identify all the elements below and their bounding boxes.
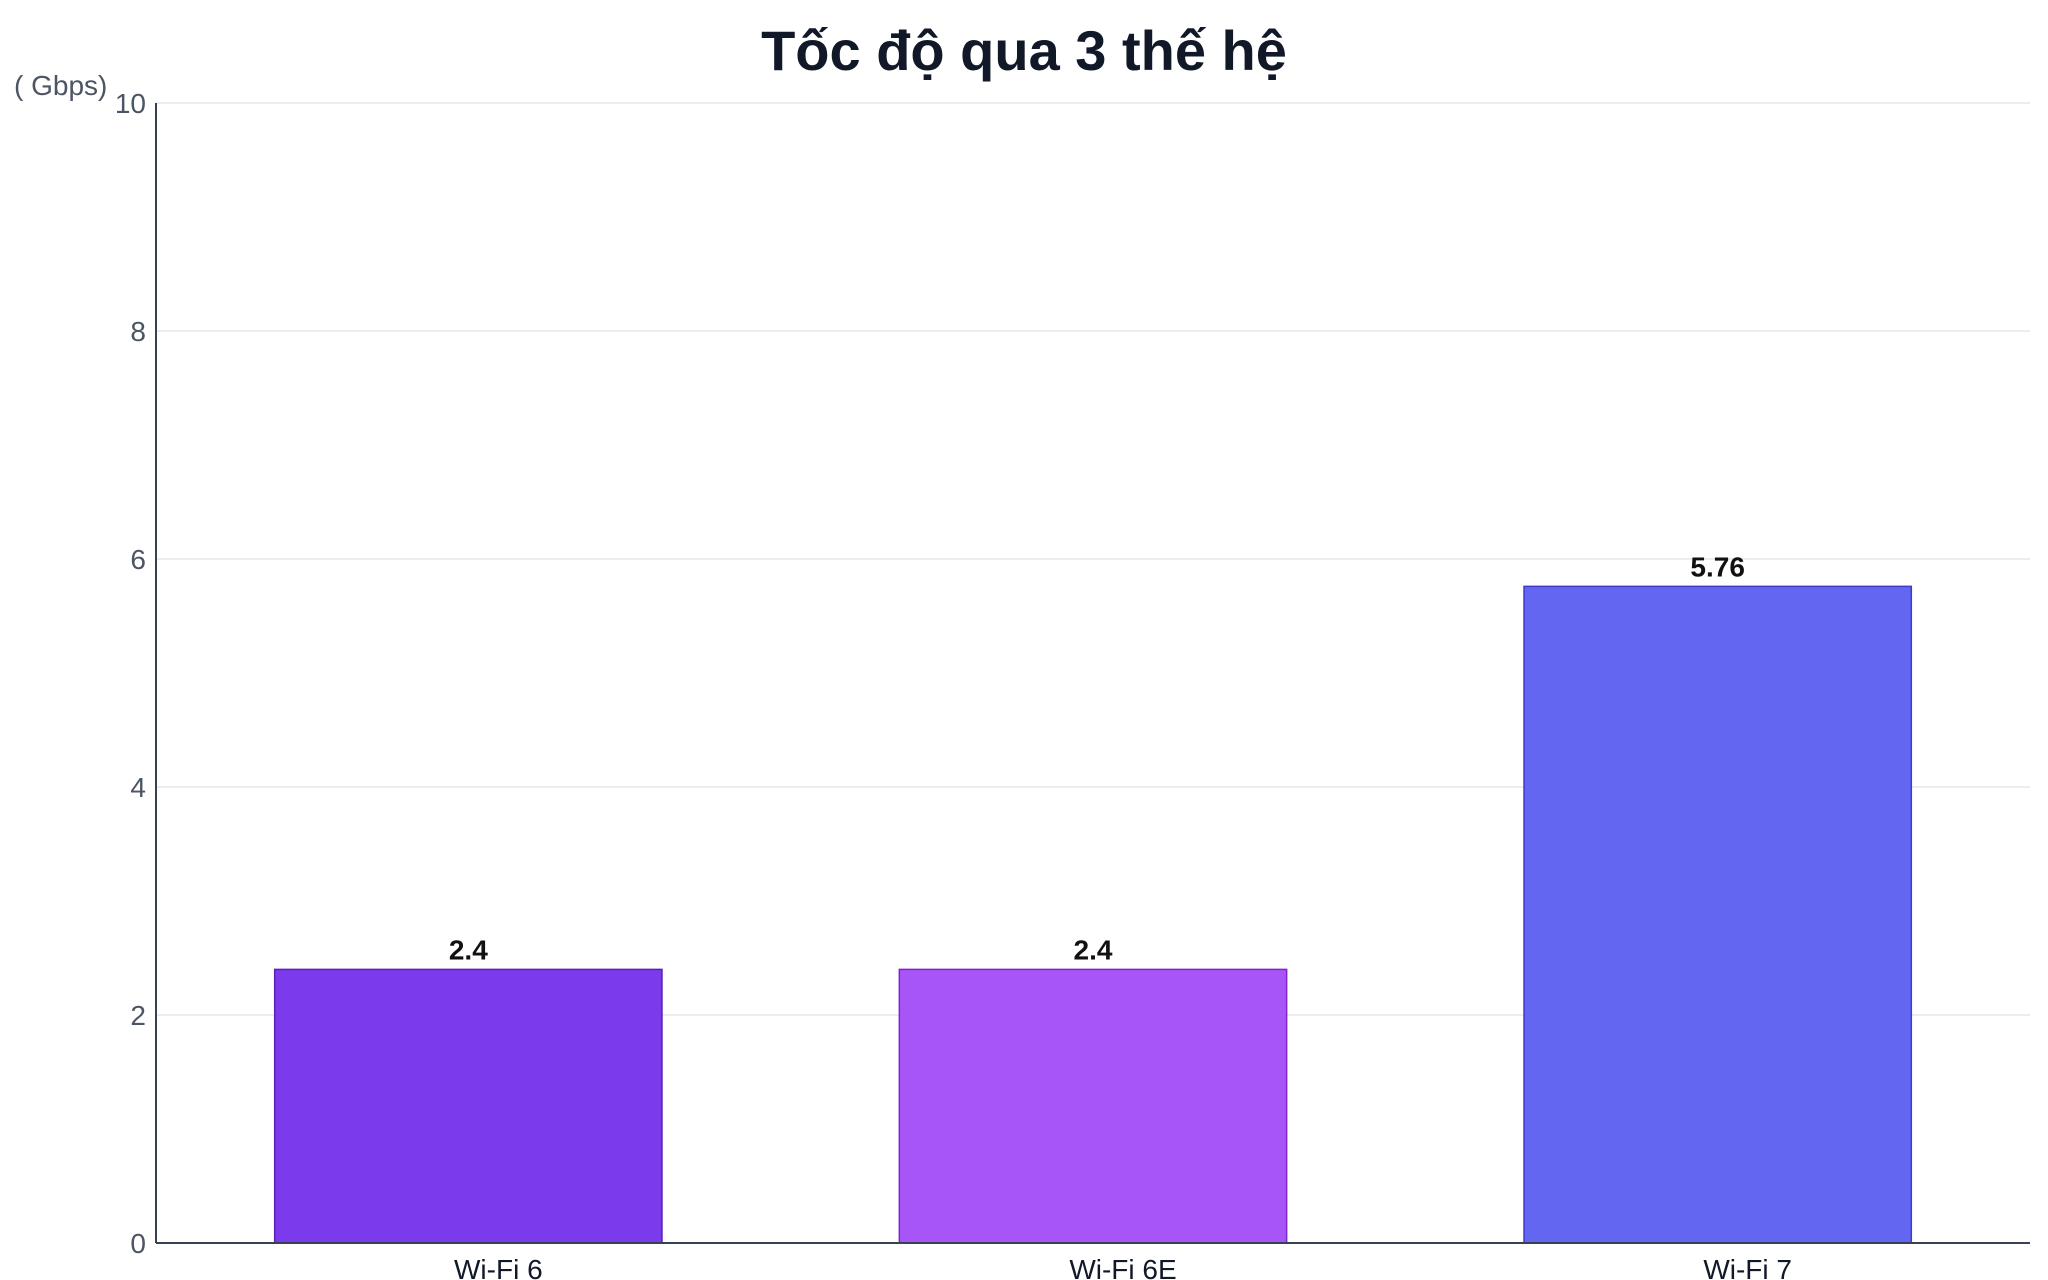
y-axis-label: ( Gbps) — [14, 70, 108, 101]
x-tick-label: Wi-Fi 6 — [454, 1254, 543, 1280]
y-tick-label: 10 — [115, 88, 146, 119]
data-label: 2.4 — [1074, 934, 1113, 965]
bar-wi-fi-6 — [273, 968, 663, 1244]
bar-wi-fi-7 — [1523, 585, 1913, 1244]
data-label: 2.4 — [449, 934, 488, 965]
chart-title: Tốc độ qua 3 thế hệ — [761, 19, 1287, 82]
y-tick-label: 0 — [130, 1228, 146, 1259]
bar-wi-fi-6e — [898, 968, 1288, 1244]
x-tick-label: Wi-Fi 7 — [1703, 1254, 1792, 1280]
data-label: 5.76 — [1690, 551, 1745, 582]
axes — [155, 103, 2030, 1244]
bars — [273, 585, 1913, 1244]
y-tick-label: 8 — [130, 316, 146, 347]
x-tick-label: Wi-Fi 6E — [1069, 1254, 1176, 1280]
y-tick-label: 2 — [130, 1000, 146, 1031]
y-tick-label: 6 — [130, 544, 146, 575]
y-tick-label: 4 — [130, 772, 146, 803]
labels: 0 2 4 6 8 10 2.4 Wi-Fi 6 2.4 Wi-Fi 6E 5.76 Wi-Fi 7 — [115, 88, 1792, 1280]
